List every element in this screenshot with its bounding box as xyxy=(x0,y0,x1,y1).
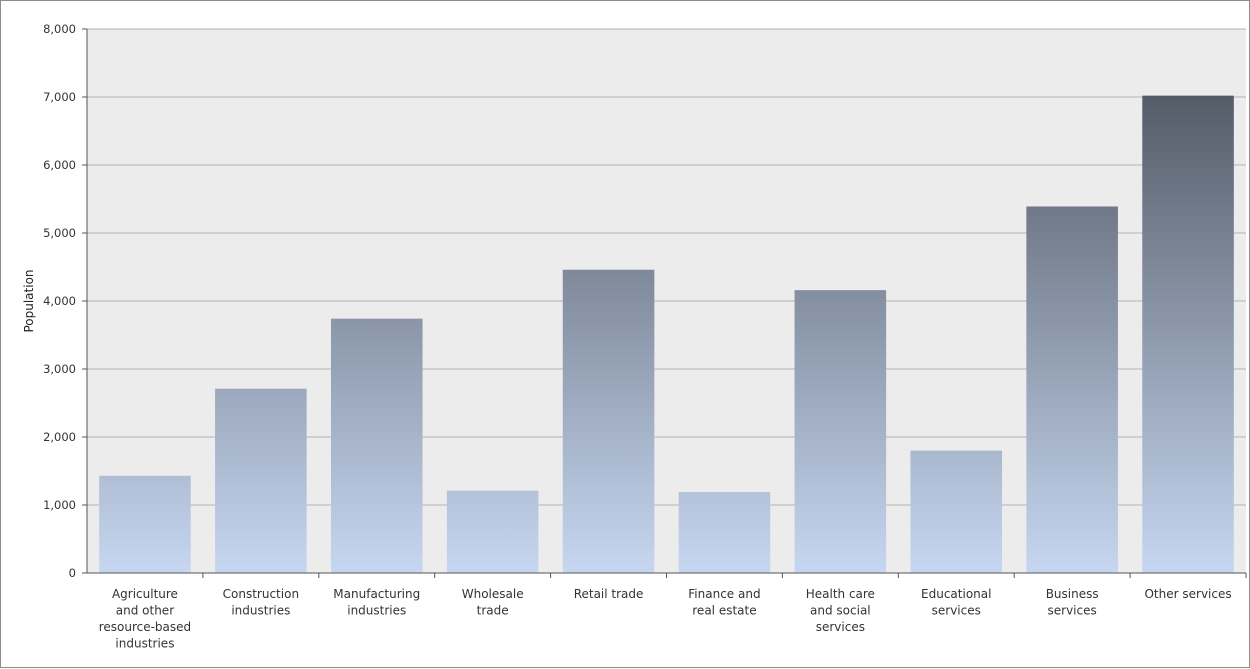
bars xyxy=(99,95,1234,574)
x-category-label: Agriculture and other resource-based indust… xyxy=(99,587,191,651)
bar xyxy=(1026,206,1118,574)
x-category-label: Other services xyxy=(1144,587,1231,601)
y-tick-label: 8,000 xyxy=(43,22,76,36)
bar xyxy=(1142,95,1234,573)
bar xyxy=(446,490,539,573)
x-category-label: Educational services xyxy=(921,587,991,618)
y-tick-label: 1,000 xyxy=(43,498,76,512)
x-category-label: Construction industries xyxy=(223,587,299,618)
x-category-label: Retail trade xyxy=(574,587,644,601)
bar xyxy=(99,475,191,573)
x-category-label: Business services xyxy=(1046,587,1099,618)
y-axis-title: Population xyxy=(22,269,36,332)
x-category-label: Wholesale trade xyxy=(462,587,524,618)
x-category-label: Manufacturing industries xyxy=(333,587,420,618)
bar xyxy=(330,318,423,573)
y-tick-label: 7,000 xyxy=(43,90,76,104)
x-axis-labels: Agriculture and other resource-based indust… xyxy=(99,573,1247,651)
bar xyxy=(215,388,307,573)
bar xyxy=(562,269,655,573)
x-category-label: Health care and social services xyxy=(806,587,875,634)
y-tick-label: 6,000 xyxy=(43,158,76,172)
x-category-label: Finance and real estate xyxy=(688,587,760,618)
bar xyxy=(794,290,887,573)
bar xyxy=(678,492,771,573)
y-tick-label: 2,000 xyxy=(43,430,76,444)
bar xyxy=(910,450,1003,573)
y-tick-label: 3,000 xyxy=(43,362,76,376)
y-axis-ticks: 0 1,000 2,000 3,000 4,000 5,000 6,000 7,000 8,00… xyxy=(43,22,87,580)
y-tick-label: 5,000 xyxy=(43,226,76,240)
y-tick-label: 0 xyxy=(69,566,76,580)
y-tick-label: 4,000 xyxy=(43,294,76,308)
